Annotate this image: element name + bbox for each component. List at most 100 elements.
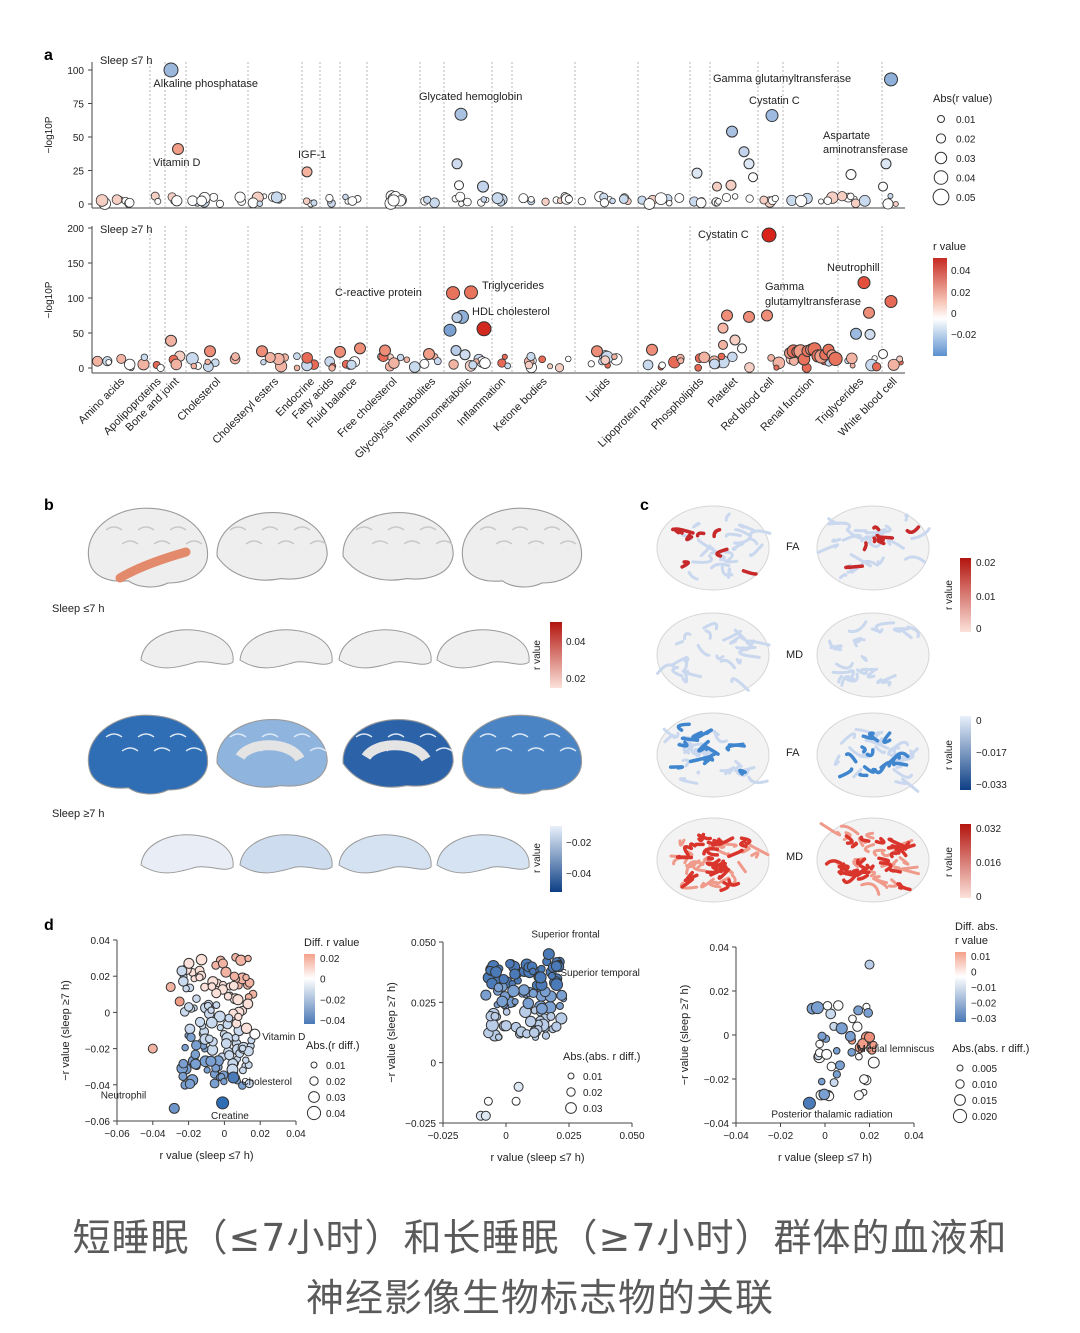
tract-fiber — [674, 640, 684, 646]
d-data-point — [231, 1033, 240, 1042]
d-data-point — [542, 948, 555, 961]
d-data-point — [864, 959, 875, 970]
tract-fiber-highlight — [858, 772, 869, 778]
data-point — [527, 195, 535, 203]
data-point — [771, 194, 779, 203]
tract-fiber — [816, 543, 840, 554]
tract-fiber — [729, 636, 740, 645]
tract-fiber — [876, 673, 897, 685]
tract-fiber-highlight — [844, 834, 854, 845]
highlight-point — [256, 345, 268, 358]
d-data-point — [513, 1081, 524, 1092]
size-legend-circle — [935, 133, 947, 144]
panel-c-legend2-title: r value — [944, 740, 955, 770]
tract-fiber-highlight — [727, 878, 741, 887]
tract-fiber-highlight — [876, 537, 886, 546]
d-size-legend-circle — [566, 1087, 576, 1097]
data-point — [600, 355, 610, 365]
d-annotation: Neutrophil — [101, 1090, 147, 1101]
panel-letter-c: c — [640, 497, 649, 514]
tract-fiber — [700, 877, 715, 889]
d-data-point — [244, 954, 252, 963]
d-data-point — [498, 974, 509, 985]
brain-sulcus — [355, 733, 373, 738]
d-data-point — [205, 1055, 217, 1067]
d-data-point — [228, 980, 239, 991]
d-data-point — [216, 1023, 224, 1032]
panel-d2: −0.025 0 0.025 0.050 0.050 0.025 0 −0.025 r valu… — [386, 930, 645, 1164]
d-size-legend-label: 0.020 — [972, 1112, 997, 1123]
tract-fiber — [687, 570, 699, 581]
d-y-tick-label: 0 — [430, 1059, 436, 1070]
panel-c-legend2-bar — [960, 716, 971, 790]
brain-sulcus — [245, 540, 263, 545]
d-size-legend-label: 0.01 — [583, 1072, 603, 1083]
tract-fiber — [831, 537, 842, 543]
data-point — [846, 352, 858, 365]
tract-fiber — [849, 553, 873, 568]
size-legend-label: 0.05 — [956, 193, 976, 204]
tract-fiber — [738, 648, 761, 659]
brain-sulcus — [185, 747, 203, 752]
d-data-point — [176, 965, 188, 977]
highlight-point — [850, 327, 862, 340]
d-size-legend-circle — [955, 1079, 965, 1089]
d-data-point — [518, 984, 530, 996]
brain-surface — [436, 629, 530, 669]
highlight-point — [459, 349, 471, 361]
tract-fiber — [874, 621, 896, 634]
brain-outline — [816, 612, 930, 698]
tract-fiber-highlight — [889, 851, 898, 859]
tract-fiber — [855, 667, 868, 676]
brain-sulcus — [511, 733, 529, 738]
tract-fiber — [734, 528, 753, 538]
data-point — [154, 197, 162, 205]
tract-fiber-highlight — [858, 865, 871, 875]
tract-fiber-highlight — [891, 761, 909, 767]
tract-fiber — [864, 524, 892, 535]
d-data-point — [483, 1096, 493, 1106]
data-point — [347, 196, 358, 206]
data-point — [501, 353, 508, 360]
brain-sulcus — [121, 540, 139, 545]
d-data-point — [229, 971, 240, 982]
brain-sulcus — [559, 540, 577, 545]
d-data-point — [511, 1096, 521, 1106]
d-data-point — [178, 976, 189, 987]
d-x-tick-label: −0.04 — [140, 1129, 166, 1140]
d-data-point — [203, 1066, 211, 1074]
tract-fiber-highlight — [872, 525, 881, 532]
tract-fiber-highlight — [739, 836, 752, 846]
panel-b-legend-bottom-title: r value — [532, 843, 543, 873]
d-data-point — [500, 1020, 512, 1032]
data-point — [156, 363, 165, 372]
panel-letter-a: a — [44, 47, 53, 64]
brain-sulcus — [153, 540, 171, 545]
panel-c-legend2-tick-1: −0.017 — [976, 748, 1007, 759]
d-data-point — [235, 954, 247, 966]
tract-fiber — [872, 848, 886, 857]
data-point — [577, 197, 586, 206]
d-color-bar — [304, 954, 315, 1024]
size-legend-circle — [934, 151, 948, 165]
data-point — [818, 198, 825, 205]
d-color-legend-title: Diff. r value — [304, 937, 359, 949]
d-data-point — [493, 982, 504, 993]
highlight-point — [726, 125, 738, 138]
tract-fiber-highlight — [670, 527, 684, 535]
d-data-point — [490, 1011, 500, 1021]
panel-c-legend1-tick-2: 0 — [976, 624, 982, 635]
tract-fiber-highlight — [844, 564, 865, 570]
data-point — [694, 363, 702, 372]
tract-fiber-highlight — [691, 730, 703, 740]
d-size-legend-label: 0.02 — [326, 1077, 346, 1088]
point-annotation: aminotransferase — [823, 144, 908, 156]
tract-fiber — [678, 838, 686, 847]
d-color-bar — [955, 952, 966, 1022]
data-point — [850, 198, 861, 208]
tract-fiber — [748, 843, 770, 857]
tract-fiber — [910, 527, 931, 541]
d-y-tick-label: −0.025 — [405, 1119, 436, 1130]
data-point — [190, 362, 198, 370]
panel-a-top-title: Sleep ≤7 h — [100, 55, 153, 67]
